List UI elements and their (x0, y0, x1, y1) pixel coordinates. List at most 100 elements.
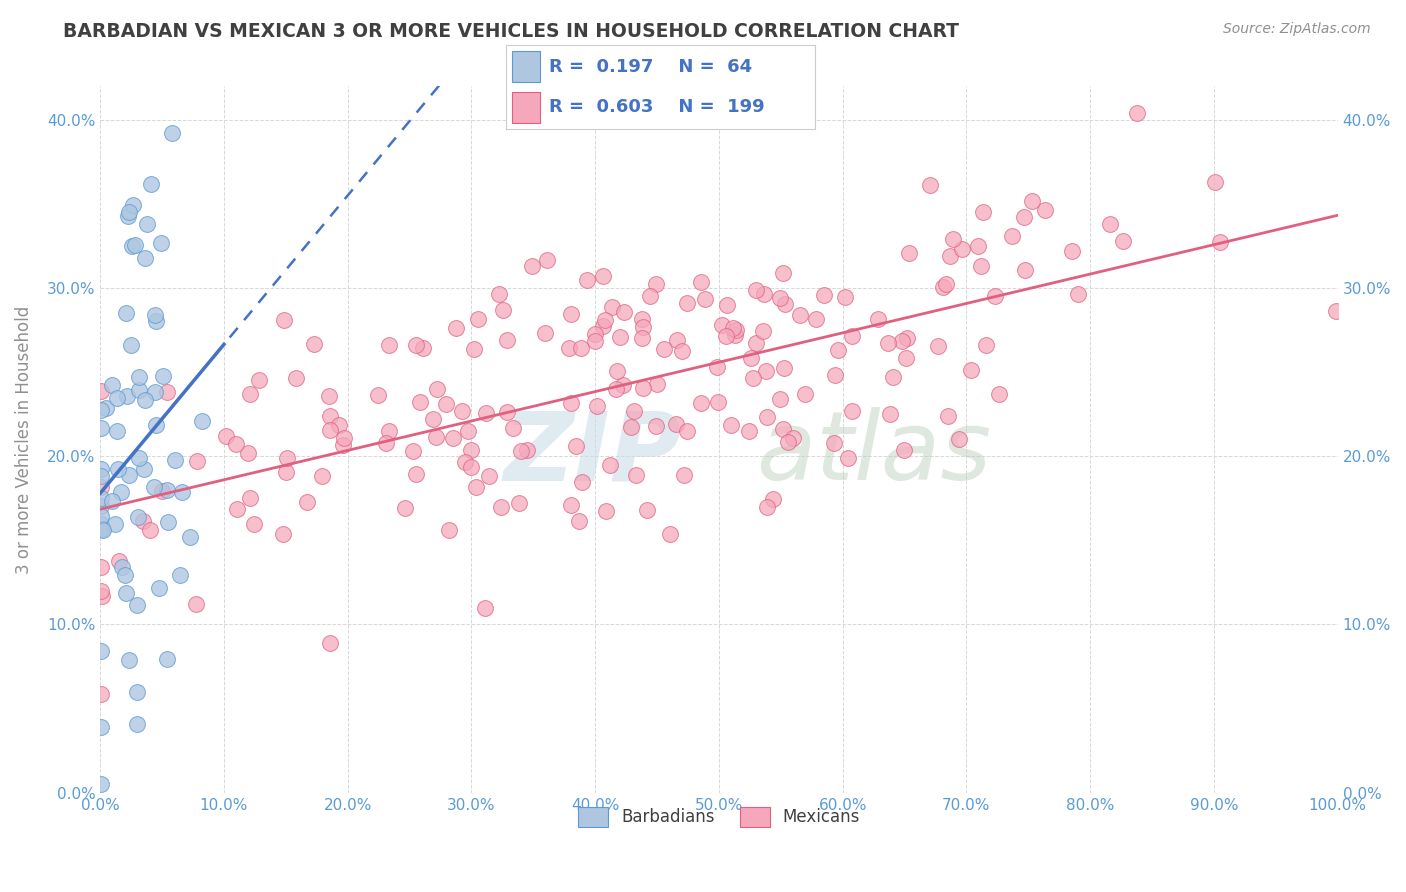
Point (1209, 235, 1232, 249)
Point (190, 414, 212, 428)
Point (90, 508, 112, 523)
Point (489, 500, 512, 515)
Point (139, 523, 162, 537)
Point (332, 438, 354, 452)
Point (690, 396, 713, 410)
Point (950, 242, 973, 256)
Point (927, 338, 949, 352)
Point (128, 451, 150, 466)
Point (273, 313, 295, 327)
Point (375, 436, 398, 450)
Point (132, 462, 155, 476)
Point (693, 293, 716, 307)
Point (866, 311, 889, 326)
Point (1021, 194, 1043, 208)
Point (837, 450, 859, 465)
Point (132, 515, 155, 529)
Point (496, 405, 519, 419)
Point (318, 389, 340, 403)
Point (772, 266, 794, 280)
Point (156, 652, 179, 666)
Point (488, 287, 510, 301)
Point (328, 417, 350, 432)
Point (1098, 217, 1121, 231)
Point (127, 510, 149, 524)
Point (243, 516, 266, 531)
FancyBboxPatch shape (512, 92, 540, 122)
Point (583, 334, 606, 348)
Point (111, 560, 134, 574)
Point (742, 371, 765, 385)
Point (318, 423, 340, 437)
Point (105, 391, 128, 405)
Point (179, 530, 201, 544)
Point (134, 393, 156, 408)
Text: atlas: atlas (756, 407, 991, 500)
Point (90, 644, 112, 658)
Point (90, 560, 112, 574)
Point (1204, 175, 1226, 189)
Point (666, 333, 689, 347)
Point (152, 369, 174, 384)
Point (721, 321, 744, 335)
Point (714, 329, 737, 343)
Point (974, 338, 997, 352)
Point (90, 522, 112, 536)
Point (186, 454, 208, 468)
Point (569, 341, 592, 355)
Point (534, 326, 557, 340)
Point (215, 429, 238, 443)
Point (593, 313, 616, 327)
Point (773, 296, 796, 310)
Point (571, 475, 593, 489)
Point (631, 331, 654, 345)
Point (236, 446, 259, 460)
Point (935, 277, 957, 291)
Point (706, 360, 728, 375)
Point (558, 341, 581, 355)
Point (437, 523, 460, 537)
Point (367, 387, 389, 401)
Point (157, 515, 180, 529)
Point (114, 568, 136, 582)
Point (128, 370, 150, 384)
Point (738, 424, 761, 438)
Point (474, 601, 496, 615)
Text: ZIP: ZIP (503, 407, 682, 500)
Point (782, 431, 804, 445)
Point (631, 380, 654, 394)
Point (90, 421, 112, 435)
Point (1067, 287, 1090, 301)
Point (90, 583, 112, 598)
Point (145, 417, 167, 432)
Y-axis label: 3 or more Vehicles in Household: 3 or more Vehicles in Household (15, 305, 32, 574)
Point (90, 469, 112, 483)
Point (128, 383, 150, 397)
Point (121, 198, 143, 212)
Point (631, 312, 654, 326)
Point (120, 338, 142, 352)
Point (898, 246, 921, 260)
Point (595, 504, 617, 518)
Point (636, 503, 658, 517)
Point (156, 483, 179, 498)
Point (104, 516, 127, 531)
Point (107, 461, 129, 475)
Point (405, 467, 427, 481)
Point (457, 424, 479, 438)
Point (920, 178, 942, 193)
Point (893, 443, 915, 458)
Point (125, 684, 148, 698)
Point (90, 384, 112, 398)
Point (169, 568, 191, 582)
Point (90, 590, 112, 604)
Point (612, 377, 634, 392)
Point (740, 351, 762, 365)
Point (673, 468, 696, 483)
Point (1062, 244, 1084, 258)
Point (772, 422, 794, 436)
Point (1014, 211, 1036, 225)
Point (225, 437, 247, 451)
Point (665, 417, 688, 431)
Point (101, 378, 124, 392)
